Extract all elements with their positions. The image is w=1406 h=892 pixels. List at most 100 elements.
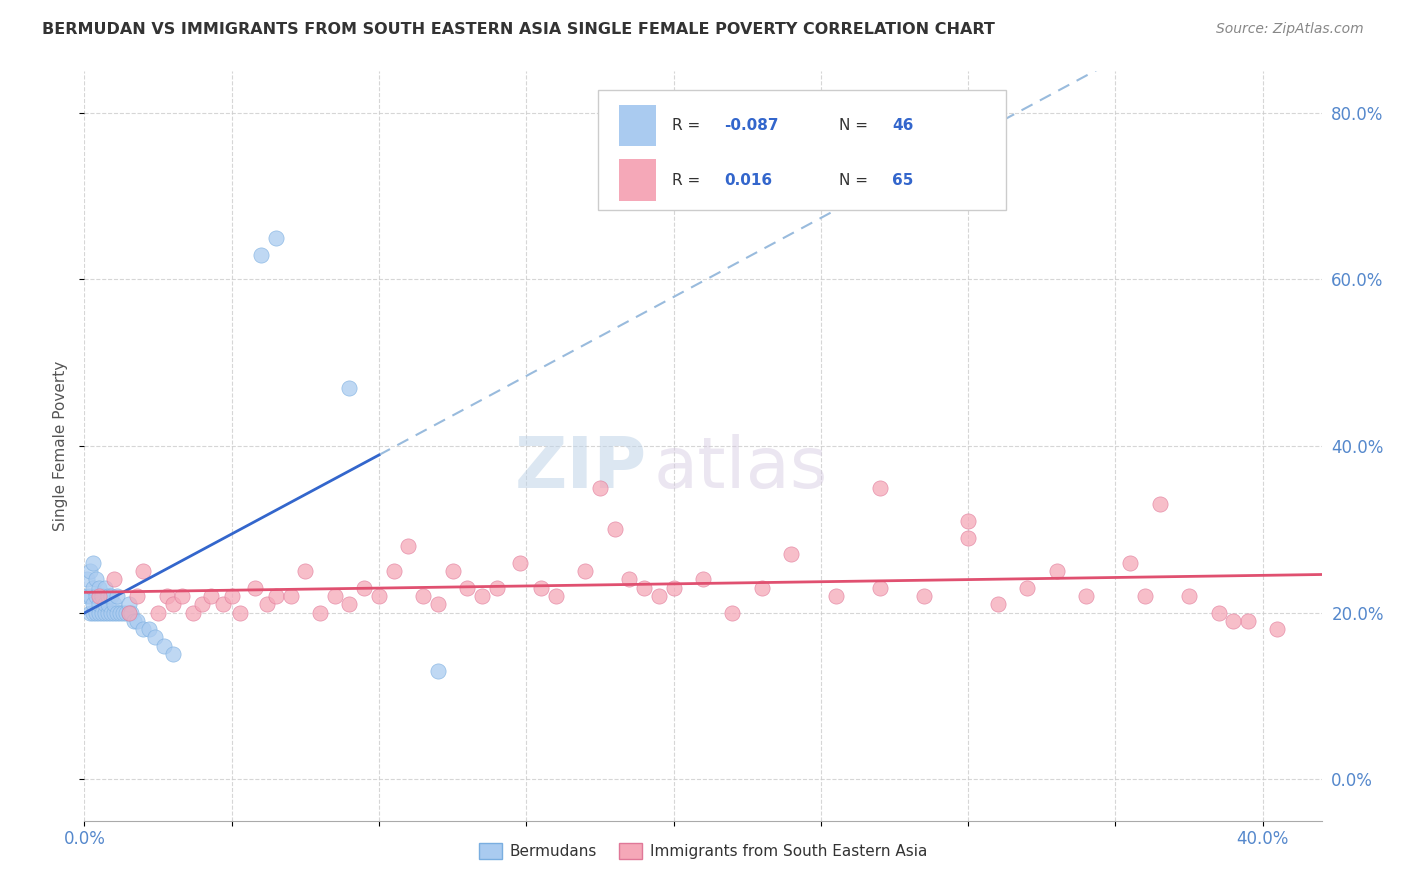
Point [103, 606, 125, 620]
Point [869, 481, 891, 495]
Point [211, 597, 233, 611]
Point [1237, 614, 1260, 628]
Point [127, 614, 149, 628]
Point [146, 606, 169, 620]
Point [648, 589, 671, 603]
Point [264, 589, 287, 603]
Point [79, 564, 101, 578]
Point [105, 606, 128, 620]
Legend: Bermudans, Immigrants from South Eastern Asia: Bermudans, Immigrants from South Eastern… [472, 838, 934, 865]
Text: N =: N = [839, 172, 873, 187]
Point [1015, 581, 1038, 595]
Point [309, 606, 332, 620]
Point [544, 589, 567, 603]
Point [339, 597, 361, 611]
Point [987, 597, 1010, 611]
Point [264, 231, 287, 245]
Point [589, 481, 612, 495]
Point [633, 581, 655, 595]
Point [250, 247, 273, 261]
Point [1208, 606, 1230, 620]
Point [117, 597, 139, 611]
Point [100, 606, 122, 620]
Point [76, 589, 98, 603]
Point [824, 589, 846, 603]
Text: Source: ZipAtlas.com: Source: ZipAtlas.com [1216, 22, 1364, 37]
Point [191, 597, 214, 611]
Y-axis label: Single Female Poverty: Single Female Poverty [52, 361, 67, 531]
Point [94, 606, 117, 620]
Point [79, 589, 101, 603]
Point [97, 606, 120, 620]
Point [339, 381, 361, 395]
Point [256, 597, 278, 611]
Point [111, 606, 134, 620]
Point [957, 514, 980, 528]
Point [456, 581, 478, 595]
Point [87, 597, 110, 611]
Point [1045, 564, 1067, 578]
Point [127, 589, 149, 603]
Point [396, 539, 419, 553]
Point [156, 589, 179, 603]
Point [79, 606, 101, 620]
Point [82, 597, 104, 611]
Point [117, 606, 139, 620]
Point [76, 572, 98, 586]
Point [221, 589, 243, 603]
Point [751, 581, 773, 595]
Point [84, 589, 107, 603]
Point [82, 581, 104, 595]
Point [485, 581, 508, 595]
Point [662, 581, 685, 595]
Point [103, 572, 125, 586]
Point [105, 589, 128, 603]
Point [82, 606, 104, 620]
Text: 65: 65 [893, 172, 914, 187]
Point [1149, 497, 1171, 511]
Point [509, 556, 531, 570]
Point [412, 589, 434, 603]
Text: 46: 46 [893, 118, 914, 133]
Point [117, 606, 139, 620]
Point [97, 589, 120, 603]
Point [132, 564, 155, 578]
Point [87, 589, 110, 603]
Point [87, 581, 110, 595]
Text: ZIP: ZIP [515, 434, 647, 503]
Point [245, 581, 267, 595]
Point [294, 564, 316, 578]
Point [143, 631, 166, 645]
Point [912, 589, 935, 603]
Point [100, 589, 122, 603]
Text: atlas: atlas [654, 434, 828, 503]
Point [280, 589, 302, 603]
Point [1074, 589, 1097, 603]
Point [441, 564, 464, 578]
Point [869, 581, 891, 595]
Point [138, 622, 160, 636]
Point [323, 589, 346, 603]
Point [692, 572, 714, 586]
Point [603, 522, 626, 536]
Point [94, 597, 117, 611]
Point [1133, 589, 1156, 603]
Point [1178, 589, 1201, 603]
Point [162, 647, 184, 661]
Point [426, 597, 449, 611]
Point [97, 597, 120, 611]
Point [229, 606, 252, 620]
FancyBboxPatch shape [598, 90, 1007, 210]
Point [353, 581, 375, 595]
Point [1119, 556, 1142, 570]
Text: R =: R = [672, 172, 706, 187]
Point [94, 581, 117, 595]
Text: N =: N = [839, 118, 873, 133]
Point [87, 606, 110, 620]
Text: 0.016: 0.016 [724, 172, 772, 187]
Point [82, 556, 104, 570]
Point [153, 639, 176, 653]
Point [162, 597, 184, 611]
Point [132, 622, 155, 636]
Point [200, 589, 222, 603]
